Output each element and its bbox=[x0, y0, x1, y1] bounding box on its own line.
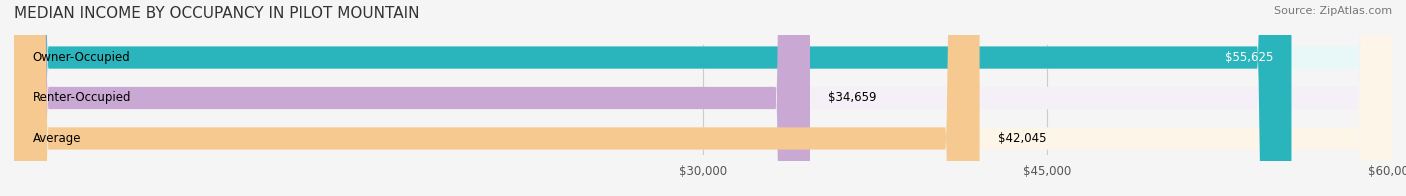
Text: MEDIAN INCOME BY OCCUPANCY IN PILOT MOUNTAIN: MEDIAN INCOME BY OCCUPANCY IN PILOT MOUN… bbox=[14, 6, 419, 21]
FancyBboxPatch shape bbox=[14, 0, 1392, 196]
Text: Source: ZipAtlas.com: Source: ZipAtlas.com bbox=[1274, 6, 1392, 16]
Text: $55,625: $55,625 bbox=[1225, 51, 1272, 64]
Text: Owner-Occupied: Owner-Occupied bbox=[32, 51, 131, 64]
FancyBboxPatch shape bbox=[14, 0, 1292, 196]
Text: $34,659: $34,659 bbox=[828, 92, 877, 104]
Text: Average: Average bbox=[32, 132, 82, 145]
FancyBboxPatch shape bbox=[14, 0, 980, 196]
FancyBboxPatch shape bbox=[14, 0, 810, 196]
Text: Renter-Occupied: Renter-Occupied bbox=[32, 92, 131, 104]
Text: $42,045: $42,045 bbox=[998, 132, 1046, 145]
FancyBboxPatch shape bbox=[14, 0, 1392, 196]
FancyBboxPatch shape bbox=[14, 0, 1392, 196]
